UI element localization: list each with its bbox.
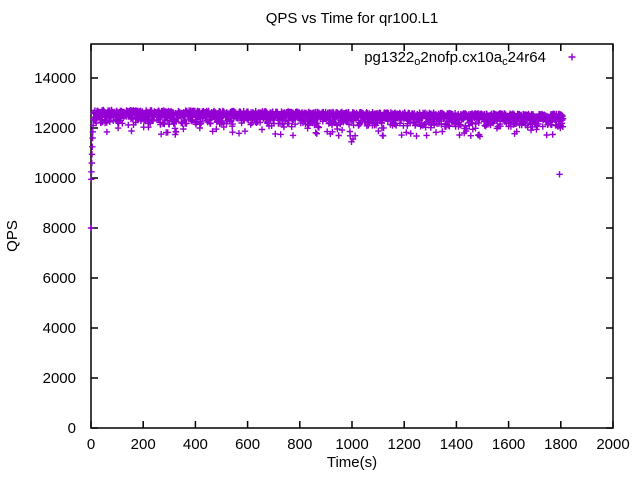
scatter-points (87, 106, 567, 232)
y-tick-label: 8000 (43, 220, 76, 237)
x-tick-label: 1800 (544, 436, 577, 453)
y-tick-label: 2000 (43, 370, 76, 387)
x-tick-label: 1000 (335, 436, 368, 453)
y-tick-label: 4000 (43, 320, 76, 337)
x-tick-label: 2000 (596, 436, 629, 453)
axis-tick-labels: 0 200 400 600 800 1000 1200 1400 1600 1800 2000 0 20… (34, 70, 629, 453)
axis-ticks (90, 44, 614, 429)
y-tick-label: 6000 (43, 270, 76, 287)
x-tick-label: 200 (131, 436, 156, 453)
y-tick-label: 14000 (34, 70, 76, 87)
x-tick-label: 600 (235, 436, 260, 453)
plot-area-border (90, 43, 614, 429)
legend: pg1322o2nofp.cx10ac24r64 (364, 49, 576, 68)
y-tick-label: 12000 (34, 120, 76, 137)
y-tick-label: 0 (68, 420, 76, 437)
x-tick-label: 1400 (440, 436, 473, 453)
x-tick-label: 1200 (388, 436, 421, 453)
y-axis-label: QPS (4, 220, 21, 252)
x-tick-label: 400 (183, 436, 208, 453)
legend-label: pg1322o2nofp.cx10ac24r64 (364, 49, 546, 68)
chart-title: QPS vs Time for qr100.L1 (266, 10, 439, 27)
x-axis-label: Time(s) (327, 454, 377, 471)
y-tick-label: 10000 (34, 170, 76, 187)
legend-plus-marker-icon (568, 53, 576, 61)
x-tick-label: 0 (87, 436, 95, 453)
x-tick-label: 800 (287, 436, 312, 453)
x-tick-label: 1600 (492, 436, 525, 453)
